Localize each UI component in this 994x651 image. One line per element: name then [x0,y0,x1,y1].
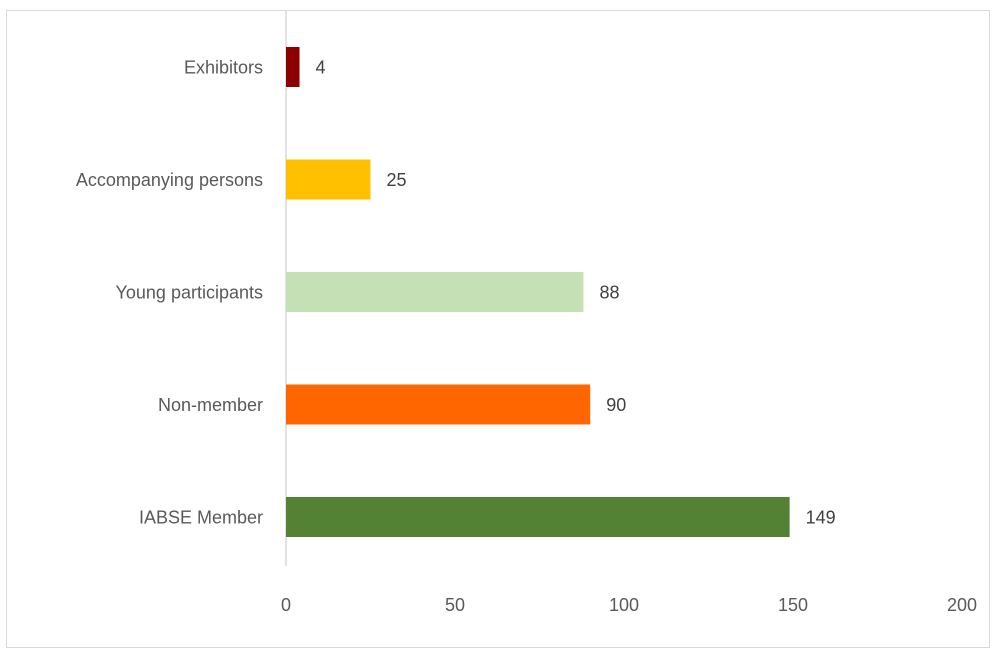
category-label: IABSE Member [139,508,263,528]
category-label: Non-member [158,395,263,415]
category-label: Exhibitors [184,58,263,78]
data-label: 4 [316,58,326,78]
bar [286,159,371,200]
data-label: 25 [387,170,407,190]
data-label: 88 [599,283,619,303]
category-label: Young participants [116,283,263,303]
chart-frame [6,10,990,648]
x-tick-label: 100 [609,595,639,615]
x-tick-label: 200 [947,595,977,615]
data-label: 90 [606,395,626,415]
labels-layer: 0 50 100 150 200 Exhibitors 4 Accompanying pers… [76,58,977,616]
x-tick-label: 50 [445,595,465,615]
bar [286,497,790,537]
bar [286,47,300,87]
bar [286,384,591,425]
bar [286,272,584,312]
category-label: Accompanying persons [76,170,263,190]
x-tick-label: 0 [281,595,291,615]
bars-layer [286,47,790,537]
x-tick-label: 150 [778,595,808,615]
data-label: 149 [806,508,836,528]
